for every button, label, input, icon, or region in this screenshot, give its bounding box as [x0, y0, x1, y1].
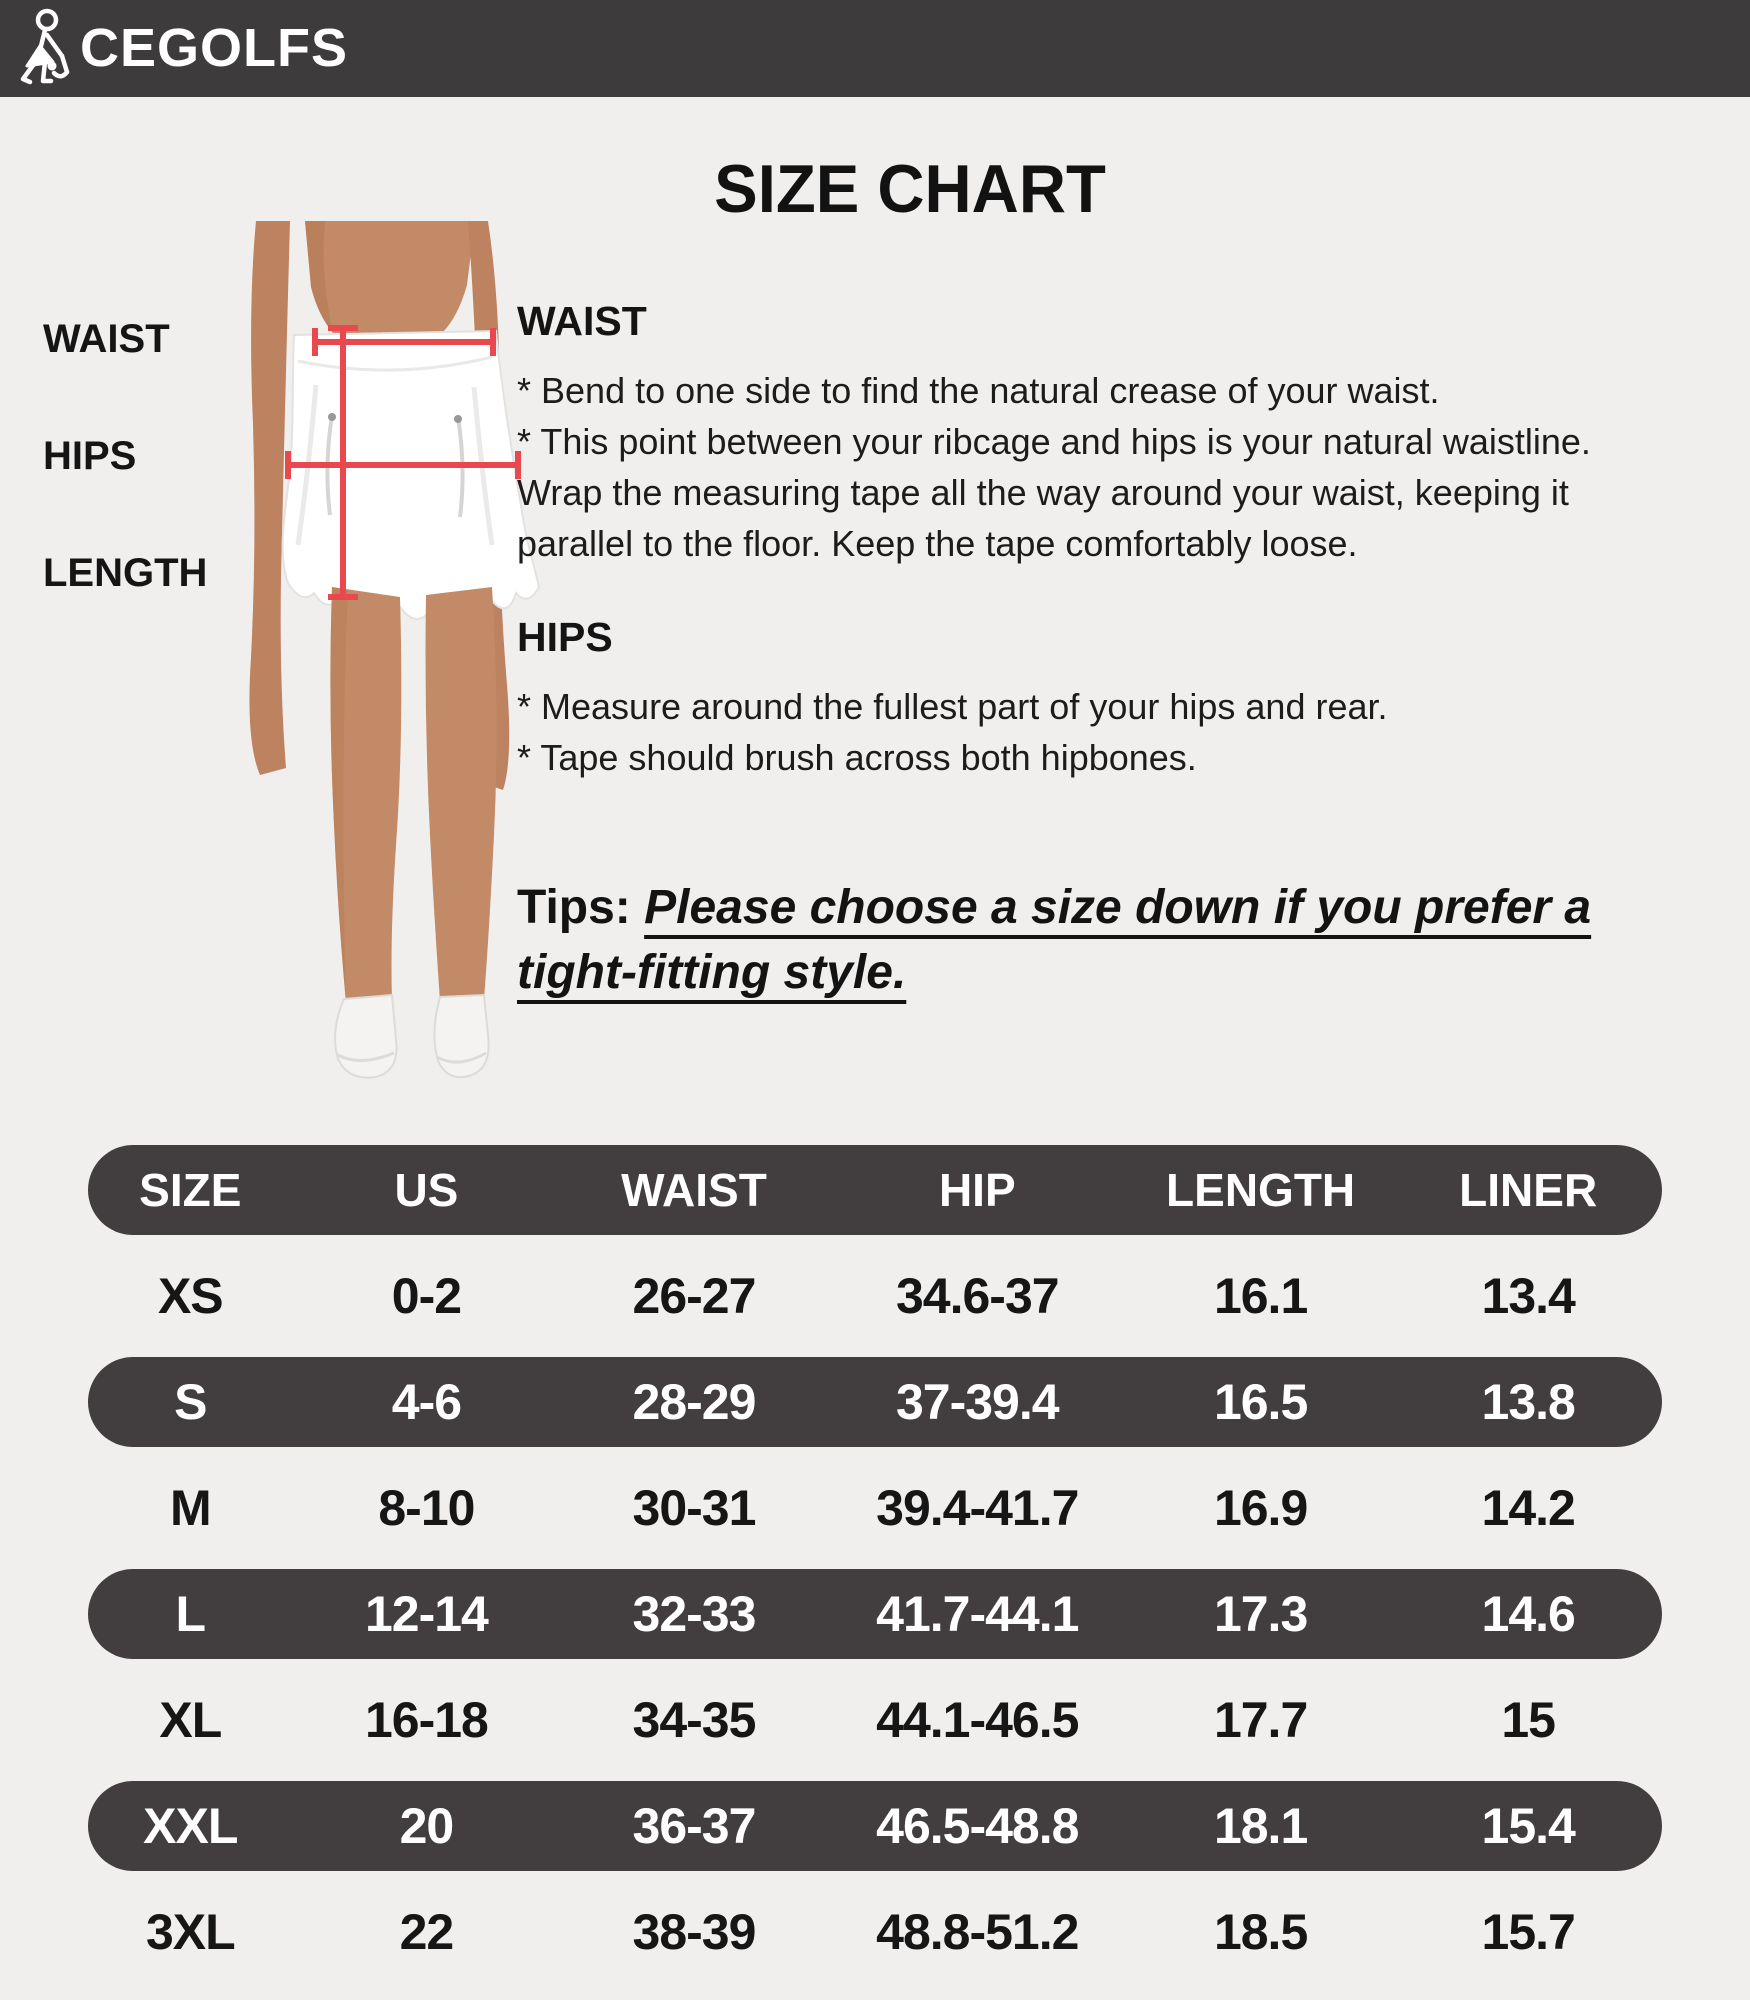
table-cell: 15.7 [1481, 1904, 1576, 1960]
table-row-s: S 4-6 28-29 37-39.4 16.5 13.8 [88, 1357, 1662, 1447]
header-cell-hip: HIP [938, 1164, 1016, 1216]
table-cell: XS [157, 1268, 224, 1324]
table-header-row: SIZE US WAIST HIP LENGTH LINER [88, 1145, 1662, 1235]
table-cell: 32-33 [632, 1586, 757, 1642]
label-hips: HIPS [43, 434, 137, 478]
measurement-lines [285, 325, 521, 600]
size-table: SIZE US WAIST HIP LENGTH LINER XS 0-2 26-27 34.6… [88, 1137, 1662, 1985]
table-cell: 16.5 [1213, 1374, 1308, 1430]
table-cell: 15 [1501, 1692, 1556, 1748]
table-cell: 44.1-46.5 [876, 1692, 1079, 1748]
table-cell: 4-6 [391, 1374, 462, 1430]
table-row-m: M 8-10 30-31 39.4-41.7 16.9 14.2 [88, 1455, 1662, 1561]
size-table-body: XS 0-2 26-27 34.6-37 16.1 13.4 S 4-6 28-29 37-39.… [88, 1243, 1662, 1985]
table-cell: 17.3 [1213, 1586, 1308, 1642]
hips-section-heading: HIPS [517, 614, 613, 660]
table-cell: 37-39.4 [895, 1374, 1060, 1430]
header-cell-liner: LINER [1459, 1164, 1598, 1216]
header-cell-size: SIZE [139, 1164, 242, 1216]
brand-name: CEGOLFS [80, 18, 349, 78]
hips-instructions-text: * Measure around the fullest part of you… [517, 686, 1388, 778]
table-cell: XXL [143, 1798, 238, 1854]
table-row-xs: XS 0-2 26-27 34.6-37 16.1 13.4 [88, 1243, 1662, 1349]
table-cell: 18.5 [1213, 1904, 1308, 1960]
table-cell: 12-14 [364, 1586, 489, 1642]
table-cell: 0-2 [391, 1268, 462, 1324]
table-cell: 48.8-51.2 [876, 1904, 1079, 1960]
model-figure-image [249, 221, 540, 1079]
table-cell: S [174, 1374, 207, 1430]
table-cell: 3XL [145, 1904, 236, 1960]
page-title: SIZE CHART [714, 150, 1106, 227]
brand-logo: CEGOLFS [16, 8, 348, 88]
waist-section-heading: WAIST [517, 298, 647, 344]
table-cell: 28-29 [632, 1374, 757, 1430]
table-cell: 16-18 [364, 1692, 489, 1748]
table-cell: L [175, 1586, 207, 1642]
golfer-icon [20, 8, 70, 85]
table-cell: 26-27 [632, 1268, 757, 1324]
tips-text: Please choose a size down if you prefer … [517, 881, 1592, 999]
waist-instructions-text: * Bend to one side to find the natural c… [517, 370, 1591, 564]
table-cell: 16.9 [1213, 1480, 1308, 1536]
table-cell: 34-35 [632, 1692, 757, 1748]
table-cell: 46.5-48.8 [876, 1798, 1079, 1854]
header-cell-waist: WAIST [621, 1164, 767, 1216]
table-cell: 8-10 [378, 1480, 475, 1536]
table-cell: 13.8 [1481, 1374, 1576, 1430]
table-row-xl: XL 16-18 34-35 44.1-46.5 17.7 15 [88, 1667, 1662, 1773]
table-cell: 22 [399, 1904, 455, 1960]
table-cell: 13.4 [1481, 1268, 1576, 1324]
tips-prefix: Tips: [517, 881, 645, 934]
table-cell: 18.1 [1213, 1798, 1308, 1854]
table-row-3xl: 3XL 22 38-39 48.8-51.2 18.5 15.7 [88, 1879, 1662, 1985]
table-cell: 14.2 [1481, 1480, 1576, 1536]
table-cell: 38-39 [632, 1904, 757, 1960]
sizing-tips: Tips: Please choose a size down if you p… [517, 875, 1732, 1005]
header-cell-length: LENGTH [1166, 1164, 1356, 1216]
table-cell: 36-37 [632, 1798, 757, 1854]
header-cell-us: US [394, 1164, 459, 1216]
table-cell: 17.7 [1213, 1692, 1308, 1748]
table-cell: 15.4 [1481, 1798, 1576, 1854]
table-cell: 16.1 [1213, 1268, 1308, 1324]
table-cell: 20 [399, 1798, 455, 1854]
label-waist: WAIST [43, 317, 170, 361]
table-cell: 30-31 [632, 1480, 757, 1536]
brand-header: CEGOLFS [0, 0, 1750, 97]
table-cell: 39.4-41.7 [876, 1480, 1079, 1536]
table-cell: 14.6 [1481, 1586, 1576, 1642]
measuring-instructions: WAIST * Bend to one side to find the nat… [517, 299, 1732, 1005]
table-cell: 41.7-44.1 [876, 1586, 1079, 1642]
table-cell: XL [159, 1692, 222, 1748]
label-length: LENGTH [43, 551, 208, 595]
golf-ball-icon [47, 61, 57, 71]
table-cell: M [169, 1480, 212, 1536]
table-cell: 34.6-37 [895, 1268, 1060, 1324]
table-row-xxl: XXL 20 36-37 46.5-48.8 18.1 15.4 [88, 1781, 1662, 1871]
table-row-l: L 12-14 32-33 41.7-44.1 17.3 14.6 [88, 1569, 1662, 1659]
